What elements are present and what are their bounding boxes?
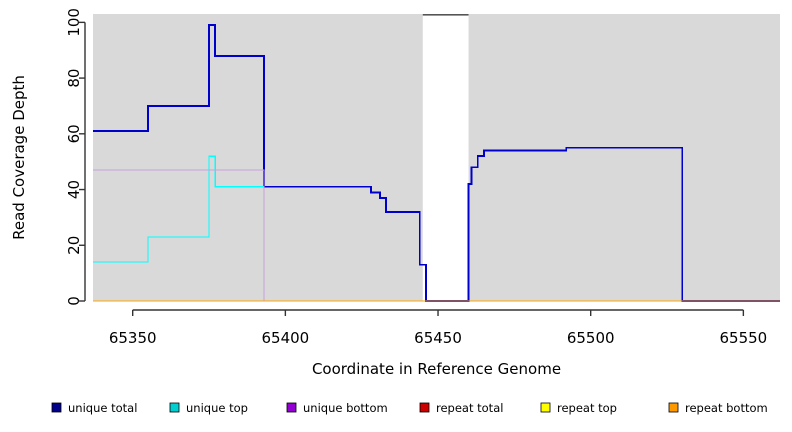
legend-swatch-unique-top [169,402,180,413]
series-line-unique-total [93,24,780,302]
legend-label-unique-total: unique total [68,401,137,415]
legend-swatch-unique-total [51,402,62,413]
legend-label-repeat-top: repeat top [557,401,617,415]
y-tick-label: 40 [65,180,83,199]
y-tick-label: 100 [65,8,83,37]
legend-swatch-repeat-total [419,402,430,413]
y-tick-label: 0 [65,296,83,306]
legend-label-repeat-total: repeat total [436,401,503,415]
legend-label-unique-top: unique top [186,401,248,415]
y-axis-title: Read Coverage Depth [10,75,28,240]
x-tick-label: 65550 [720,329,768,347]
x-tick-label: 65450 [414,329,462,347]
plot-panel-right [468,14,780,301]
x-tick-label: 65500 [567,329,615,347]
x-axis-title: Coordinate in Reference Genome [312,360,561,378]
y-tick-label: 20 [65,236,83,255]
y-tick-label: 80 [65,69,83,88]
gap-top-rule [422,14,469,16]
legend-swatch-unique-bottom [286,402,297,413]
x-tick-label: 65350 [109,329,157,347]
legend-label-repeat-bottom: repeat bottom [685,401,768,415]
legend-swatch-repeat-bottom [668,402,679,413]
x-tick-label: 65400 [262,329,310,347]
legend-label-unique-bottom: unique bottom [303,401,388,415]
y-tick-label: 60 [65,124,83,143]
legend-swatch-repeat-top [540,402,551,413]
plot-panel-left [93,14,423,301]
